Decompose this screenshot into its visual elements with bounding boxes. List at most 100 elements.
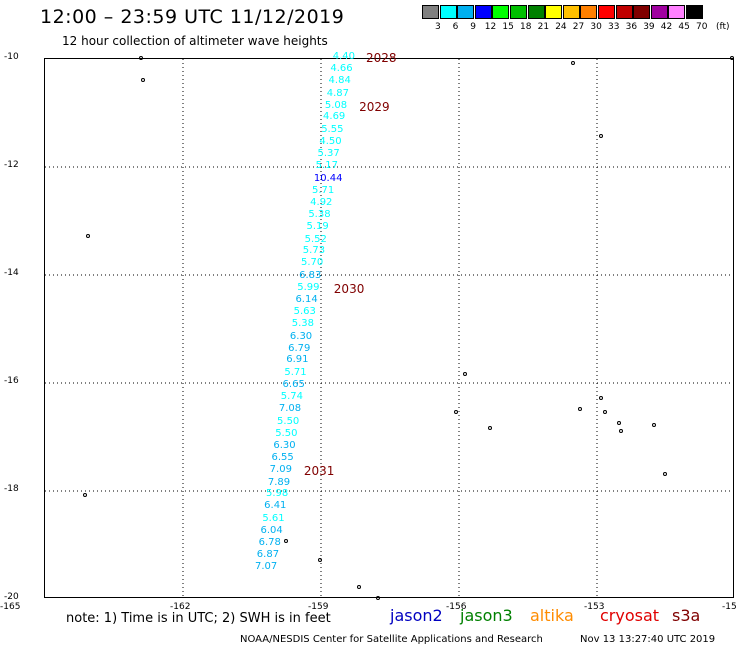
island-outline [617, 420, 621, 425]
island-outline [619, 428, 624, 433]
island-outline [598, 134, 603, 139]
legend-unit: (ft) [716, 22, 730, 32]
page-title: 12:00 – 23:59 UTC 11/12/2019 [40, 6, 345, 28]
legend-label: 42 [660, 22, 673, 32]
wave-height-value: 6.91 [286, 354, 309, 366]
credit-text: NOAA/NESDIS Center for Satellite Applica… [240, 634, 543, 645]
generated-timestamp: Nov 13 13:27:40 UTC 2019 [580, 634, 716, 645]
island-outline [663, 471, 667, 476]
legend-label: 27 [572, 22, 585, 32]
island-outline [140, 77, 145, 82]
satellite-jason3: jason3 [460, 606, 513, 625]
island-outline [577, 407, 582, 411]
wave-height-value: 7.89 [267, 476, 291, 488]
island-outline [488, 425, 493, 430]
wave-height-value: 5.99 [297, 282, 320, 294]
island-outline [85, 234, 90, 239]
legend-label: 36 [625, 22, 638, 32]
wave-height-value: 4.84 [328, 75, 351, 87]
legend-label: 12 [484, 22, 497, 32]
page-subtitle: 12 hour collection of altimeter wave hei… [62, 34, 328, 48]
wave-height-value: 6.83 [299, 269, 322, 281]
legend-label: 21 [537, 22, 550, 32]
legend-label: 30 [590, 22, 602, 32]
longitude-tick-label: -162 [170, 602, 191, 612]
legend-label: 9 [470, 22, 476, 32]
wave-height-value: 7.08 [278, 403, 302, 415]
latitude-tick-label: -12 [4, 160, 19, 170]
island-outline [571, 61, 575, 66]
latitude-tick-label: -10 [4, 52, 19, 62]
legend-swatch [527, 5, 545, 19]
wave-height-value: 5.61 [262, 512, 285, 524]
legend-label: 15 [502, 22, 514, 32]
longitude-tick-label: -153 [584, 602, 605, 612]
wave-height-value: 5.55 [321, 123, 344, 135]
island-outline [651, 423, 656, 428]
pass-time-label: 2029 [359, 99, 390, 114]
map-grid [45, 59, 733, 597]
island-outline [603, 409, 608, 414]
legend-swatch [474, 5, 492, 19]
legend-swatch [545, 5, 563, 19]
island-outline [375, 596, 380, 600]
island-outline [598, 396, 603, 401]
legend-swatch [457, 5, 475, 19]
wave-height-value: 5.38 [291, 318, 315, 330]
legend-label: 70 [696, 22, 708, 32]
wave-height-value: 10.44 [313, 172, 343, 184]
wave-height-value: 5.71 [312, 184, 335, 196]
legend-label: 33 [608, 22, 620, 32]
wave-height-value: 5.37 [317, 148, 340, 160]
longitude-tick-label: -15 [722, 602, 737, 612]
longitude-tick-label: -165 [0, 602, 21, 612]
legend-label: 18 [520, 22, 532, 32]
island-outline [83, 493, 88, 498]
wave-height-value: 5.08 [324, 99, 348, 111]
wave-height-value: 4.40 [332, 51, 355, 62]
wave-height-value: 6.65 [282, 379, 305, 391]
longitude-tick-label: -156 [446, 602, 467, 612]
wave-height-value: 4.87 [326, 87, 349, 99]
island-outline [283, 539, 288, 544]
island-outline [318, 558, 322, 563]
legend-label: 3 [435, 22, 441, 32]
island-outline [462, 371, 467, 376]
legend-label: 6 [452, 22, 459, 32]
wave-height-value: 6.14 [295, 294, 318, 305]
wave-height-value: 6.55 [271, 451, 294, 463]
island-outline [138, 56, 143, 60]
footnote: note: 1) Time is in UTC; 2) SWH is in fe… [66, 611, 331, 626]
latitude-tick-label: -20 [4, 592, 19, 602]
legend-swatch [422, 5, 439, 19]
legend-swatch [492, 5, 510, 19]
legend-swatch [598, 5, 615, 19]
wave-height-value: 6.30 [289, 330, 313, 342]
wave-height-value: 6.04 [260, 525, 283, 537]
wave-height-value: 4.50 [319, 136, 342, 148]
wave-height-value: 5.50 [275, 427, 298, 439]
satellite-jason2: jason2 [390, 606, 443, 625]
legend-swatch [580, 5, 598, 19]
wave-height-value: 5.71 [284, 366, 307, 378]
island-outline [357, 585, 362, 590]
legend-swatch [439, 5, 457, 19]
pass-time-label: 2028 [366, 51, 397, 65]
legend-swatch [615, 5, 633, 19]
wave-height-value: 6.87 [256, 548, 280, 560]
satellite-s3a: s3a [672, 606, 701, 625]
legend-label: 45 [678, 22, 690, 32]
wave-height-value: 6.79 [288, 342, 311, 354]
wave-height-value: 7.09 [269, 464, 292, 476]
latitude-tick-label: -14 [4, 268, 19, 278]
island-outline [453, 409, 458, 414]
legend-swatch [510, 5, 527, 19]
wave-height-value: 4.69 [323, 111, 346, 123]
pass-time-label: 2031 [303, 464, 335, 479]
wave-height-value: 5.17 [315, 160, 338, 172]
legend-label: 24 [555, 22, 567, 32]
legend-swatch [633, 5, 651, 19]
wave-height-value: 6.41 [264, 500, 287, 512]
wave-height-value: 5.63 [293, 305, 316, 317]
